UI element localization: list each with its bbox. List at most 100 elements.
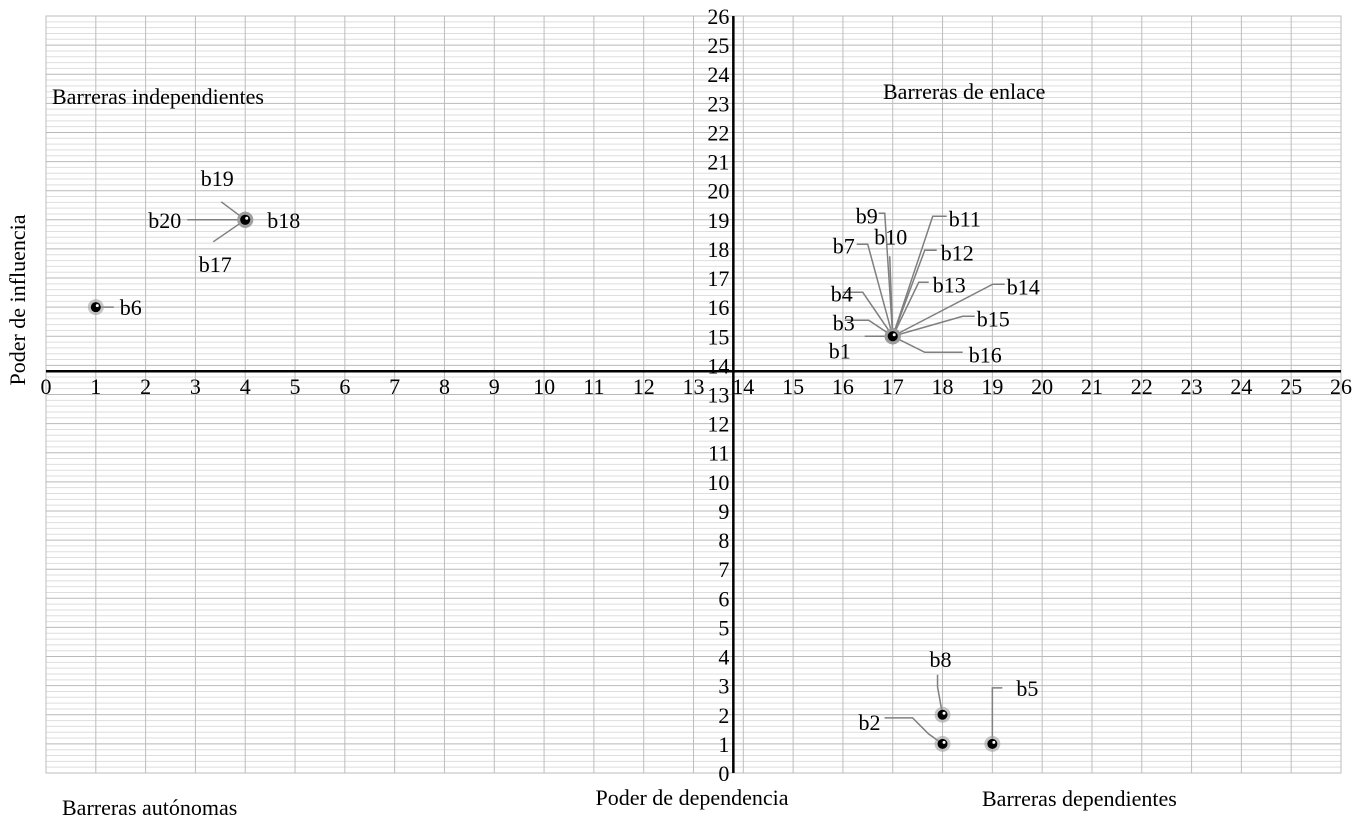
- plot-frame: [45, 15, 1342, 774]
- x-tick-label: 25: [1280, 374, 1302, 399]
- y-tick-label: 6: [718, 586, 729, 611]
- y-tick-label: 18: [707, 237, 729, 262]
- x-tick-label: 17: [882, 374, 904, 399]
- data-point: [937, 738, 948, 749]
- data-label: b12: [941, 240, 974, 265]
- x-tick-label: 4: [240, 374, 251, 399]
- leader-line: [892, 249, 937, 337]
- x-tick-label: 2: [140, 374, 151, 399]
- x-tick-label: 26: [1330, 374, 1352, 399]
- x-tick-label: 13: [683, 374, 705, 399]
- leader-line: [892, 283, 1005, 337]
- point-highlight: [942, 711, 946, 715]
- data-label: b6: [120, 295, 142, 320]
- data-label: b15: [977, 306, 1010, 331]
- point-highlight: [95, 304, 99, 308]
- leader-line: [991, 687, 1003, 744]
- leader-line: [892, 281, 929, 337]
- x-axis-title: Poder de dependencia: [595, 785, 788, 810]
- x-tick-label: 5: [290, 374, 301, 399]
- data-label: b16: [969, 342, 1002, 367]
- data-point: [887, 331, 898, 342]
- x-tick-label: 3: [190, 374, 201, 399]
- x-tick-label: 10: [533, 374, 555, 399]
- data-label: b19: [201, 166, 234, 191]
- data-label: b1: [829, 338, 851, 363]
- leader-line: [842, 291, 894, 337]
- leader-line: [892, 335, 963, 354]
- y-tick-label: 22: [707, 120, 729, 145]
- y-tick-label: 1: [718, 732, 729, 757]
- data-label: b3: [833, 310, 855, 335]
- data-point: [987, 738, 998, 749]
- y-tick-label: 20: [707, 179, 729, 204]
- quadrant-label-dependientes: Barreras dependientes: [982, 786, 1177, 811]
- x-tick-label: 21: [1081, 374, 1103, 399]
- x-tick-label: 22: [1131, 374, 1153, 399]
- quadrant-label-autonomas: Barreras autónomas: [62, 795, 237, 820]
- y-tick-label: 12: [707, 412, 729, 437]
- y-tick-label: 16: [707, 295, 729, 320]
- x-tick-label: 9: [489, 374, 500, 399]
- y-tick-label: 14: [707, 353, 729, 378]
- data-label: b7: [833, 233, 855, 258]
- data-label: b17: [199, 252, 232, 277]
- x-tick-label: 8: [439, 374, 450, 399]
- y-tick-label: 9: [718, 499, 729, 524]
- x-tick-label: 11: [583, 374, 604, 399]
- leader-line: [844, 319, 894, 337]
- x-tick-label: 24: [1230, 374, 1252, 399]
- x-tick-label: 15: [782, 374, 804, 399]
- point-highlight: [942, 740, 946, 744]
- point-highlight: [245, 216, 249, 220]
- x-tick-label: 7: [389, 374, 400, 399]
- y-axis-title: Poder de influencia: [5, 214, 30, 385]
- leader-line: [884, 717, 943, 745]
- y-tick-label: 25: [707, 33, 729, 58]
- data-label: b18: [267, 208, 300, 233]
- x-tick-label: 16: [832, 374, 854, 399]
- y-tick-label: 4: [718, 645, 729, 670]
- y-tick-label: 10: [707, 470, 729, 495]
- x-tick-label: 19: [981, 374, 1003, 399]
- leader-line: [888, 256, 894, 337]
- data-label: b13: [933, 272, 966, 297]
- x-tick-label: 1: [90, 374, 101, 399]
- y-tick-label: 17: [707, 266, 729, 291]
- leader-line: [892, 315, 975, 337]
- y-tick-label: 24: [707, 62, 729, 87]
- y-tick-label: 11: [708, 441, 729, 466]
- quadrant-label-enlace: Barreras de enlace: [883, 79, 1045, 104]
- y-tick-label: 0: [718, 761, 729, 786]
- y-tick-label: 15: [707, 324, 729, 349]
- y-tick-label: 26: [707, 4, 729, 29]
- data-label: b11: [949, 206, 981, 231]
- leader-line: [936, 674, 944, 715]
- data-label: b8: [930, 647, 952, 672]
- y-tick-label: 19: [707, 208, 729, 233]
- x-tick-label: 12: [633, 374, 655, 399]
- data-label: b9: [856, 203, 878, 228]
- data-label: b14: [1007, 274, 1040, 299]
- leader-line: [856, 243, 894, 337]
- data-label: b20: [148, 208, 181, 233]
- y-tick-label: 2: [718, 703, 729, 728]
- data-point: [240, 214, 251, 225]
- data-label: b5: [1016, 676, 1038, 701]
- y-tick-label: 7: [718, 557, 729, 582]
- point-highlight: [892, 333, 896, 337]
- data-point: [90, 302, 101, 313]
- data-point: [937, 709, 948, 720]
- quadrant-label-independientes: Barreras independientes: [52, 84, 264, 109]
- x-tick-label: 14: [732, 374, 754, 399]
- leader-line: [878, 212, 894, 337]
- y-tick-label: 13: [707, 383, 729, 408]
- x-tick-label: 6: [339, 374, 350, 399]
- x-tick-label: 23: [1181, 374, 1203, 399]
- x-tick-label: 18: [932, 374, 954, 399]
- y-tick-label: 3: [718, 674, 729, 699]
- data-label: b10: [874, 224, 907, 249]
- point-highlight: [992, 740, 996, 744]
